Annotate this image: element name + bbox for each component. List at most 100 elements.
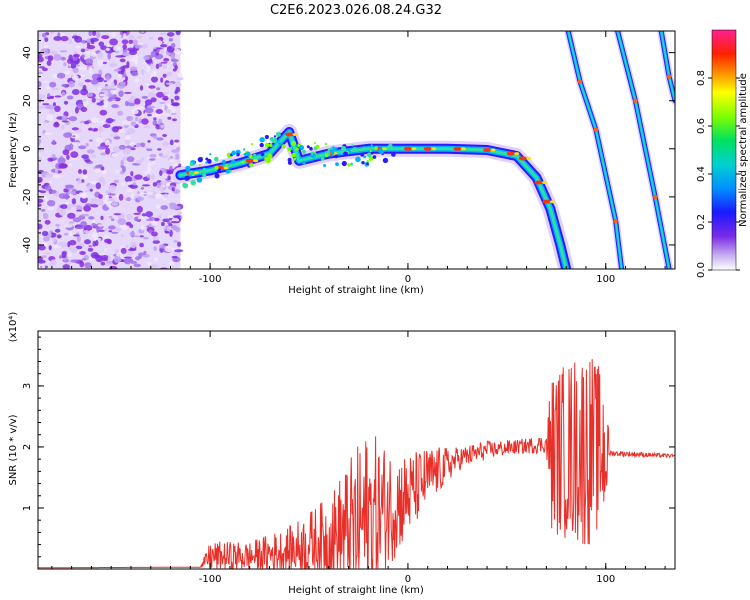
snr-series-line xyxy=(38,359,675,569)
noise-blob xyxy=(49,189,57,194)
noise-blob xyxy=(71,157,78,160)
noise-blob xyxy=(115,227,122,232)
noise-blob xyxy=(125,244,129,249)
noise-blob xyxy=(61,83,67,87)
noise-blob xyxy=(97,224,104,227)
noise-blob xyxy=(87,247,94,252)
noise-blob xyxy=(54,228,61,233)
noise-blob xyxy=(141,69,145,75)
track-speckle xyxy=(295,147,299,151)
track-speckle xyxy=(379,150,384,154)
x-tick-label: 0 xyxy=(405,574,411,585)
noise-blob xyxy=(83,230,89,234)
noise-blob xyxy=(167,116,172,120)
noise-blob xyxy=(102,257,108,262)
track-speckle xyxy=(335,162,339,167)
noise-blob xyxy=(148,85,156,89)
track-peak xyxy=(518,156,527,161)
noise-blob xyxy=(60,204,68,210)
noise-blob xyxy=(84,159,91,163)
noise-blob xyxy=(68,221,75,224)
noise-blob xyxy=(162,142,172,145)
noise-blob xyxy=(68,38,73,45)
noise-blob xyxy=(104,248,108,252)
noise-blob xyxy=(68,116,78,122)
noise-blob xyxy=(113,179,120,183)
diagonal-track-2-inner xyxy=(617,31,670,269)
track-speckle xyxy=(277,141,281,145)
track-speckle xyxy=(368,156,374,161)
noise-blob xyxy=(69,230,73,237)
noise-blob xyxy=(151,231,158,237)
noise-blob xyxy=(114,249,119,254)
track-speckle xyxy=(362,146,365,149)
noise-blob xyxy=(156,87,161,91)
track-speckle xyxy=(231,150,237,156)
noise-blob xyxy=(90,204,99,208)
noise-blob xyxy=(97,59,104,67)
noise-blob xyxy=(113,213,122,216)
track-speckle xyxy=(202,173,207,178)
track-speckle xyxy=(206,158,212,164)
noise-blob xyxy=(113,45,121,52)
noise-blob xyxy=(92,240,97,247)
track-speckle xyxy=(293,157,296,161)
noise-blob xyxy=(76,178,82,184)
noise-blob xyxy=(121,39,129,45)
noise-blob xyxy=(129,141,135,147)
noise-blob xyxy=(104,189,111,194)
noise-blob xyxy=(92,31,97,36)
noise-blob xyxy=(126,188,135,193)
noise-blob xyxy=(134,59,139,66)
noise-blob xyxy=(38,256,43,262)
track-speckle xyxy=(243,148,246,151)
track-speckle xyxy=(241,160,245,164)
noise-blob xyxy=(63,224,73,228)
noise-blob xyxy=(97,52,103,59)
noise-blob xyxy=(41,230,49,237)
noise-blob xyxy=(56,72,66,79)
noise-blob xyxy=(156,40,163,45)
noise-blob xyxy=(132,39,138,46)
noise-blob xyxy=(102,124,111,128)
noise-blob xyxy=(136,142,141,148)
noise-blob xyxy=(54,168,59,174)
x-tick-label: -100 xyxy=(199,274,222,285)
noise-blob xyxy=(111,104,119,108)
noise-blob xyxy=(126,213,133,221)
noise-blob xyxy=(64,184,74,189)
noise-blob xyxy=(142,254,150,258)
noise-blob xyxy=(163,228,168,231)
noise-blob xyxy=(40,52,49,55)
noise-blob xyxy=(135,116,139,122)
noise-blob xyxy=(129,231,136,237)
noise-blob xyxy=(104,238,112,244)
noise-blob xyxy=(63,188,69,193)
noise-blob xyxy=(171,112,177,115)
noise-blob xyxy=(150,173,155,181)
noise-blob xyxy=(63,100,69,105)
noise-blob xyxy=(81,54,85,59)
track-speckle xyxy=(334,154,339,159)
noise-blob xyxy=(145,83,149,87)
track-speckle xyxy=(299,145,305,151)
noise-blob xyxy=(56,234,62,239)
noise-blob xyxy=(38,138,41,146)
noise-blob xyxy=(153,71,157,78)
noise-blob xyxy=(137,216,146,220)
noise-blob xyxy=(160,180,168,185)
track-speckle xyxy=(302,160,306,165)
noise-blob xyxy=(141,118,149,125)
noise-blob xyxy=(100,261,106,266)
noise-blob xyxy=(41,263,46,269)
track-speckle xyxy=(370,152,374,155)
noise-blob xyxy=(73,53,80,58)
track-speckle xyxy=(324,142,328,146)
noise-blob xyxy=(107,52,111,60)
noise-blob xyxy=(101,35,110,40)
track-speckle xyxy=(309,146,313,151)
noise-blob xyxy=(84,120,90,125)
noise-blob xyxy=(177,72,183,78)
noise-blob xyxy=(93,127,98,131)
noise-blob xyxy=(38,66,45,69)
